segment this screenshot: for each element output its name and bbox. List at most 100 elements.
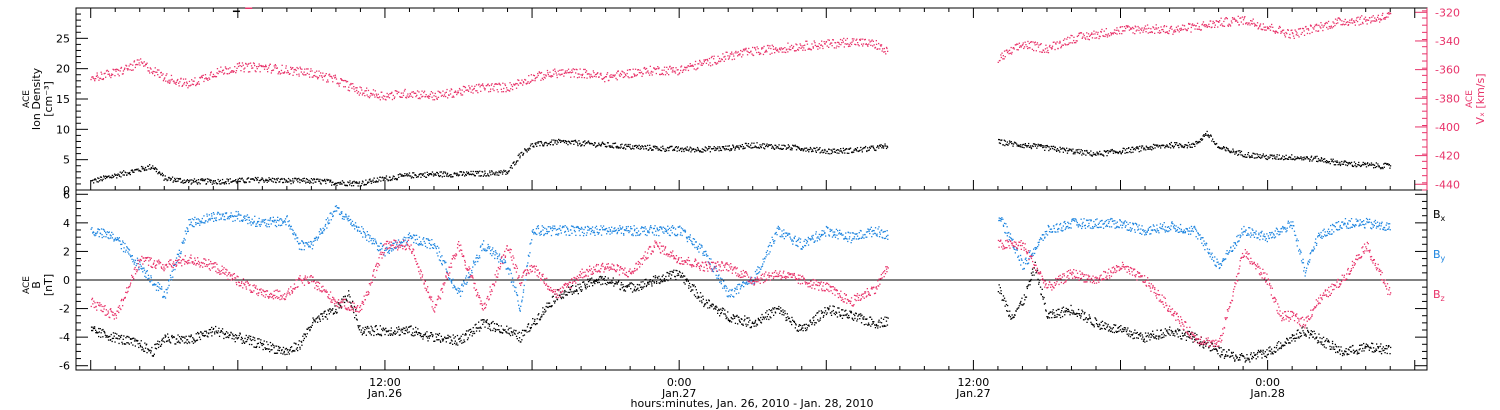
series-density-point — [365, 179, 367, 181]
series-b2-point — [1026, 287, 1028, 290]
series-vx_b-point — [1145, 31, 1147, 33]
series-vx_b-point — [1125, 27, 1127, 30]
series-b-point — [175, 343, 177, 345]
series-vx_b-point — [1156, 28, 1158, 30]
series-vx_b-point — [1183, 25, 1186, 27]
series-density-point — [531, 143, 534, 145]
series-vx-point — [462, 85, 465, 88]
series-vx-point — [391, 98, 394, 101]
series-density_b-point — [1124, 149, 1127, 151]
series-vx_b-point — [1360, 23, 1362, 25]
series-b-point — [846, 316, 848, 318]
series-b-point — [252, 336, 254, 338]
series-density_b-point — [1362, 161, 1364, 164]
series-b-point — [812, 317, 814, 319]
series-b-point — [404, 329, 406, 332]
series-density-point — [749, 146, 751, 148]
series-density-point — [436, 172, 438, 174]
series-b-point — [644, 279, 646, 281]
series-density-point — [671, 145, 673, 148]
series-vx-point — [742, 54, 744, 56]
series-vx-point — [149, 67, 151, 69]
series-b2-point — [1072, 313, 1074, 315]
series-b-point — [372, 330, 374, 332]
series-vx-point — [321, 76, 323, 79]
series-vx_b-point — [1334, 24, 1336, 27]
series-density-point — [418, 173, 421, 175]
series-vx-point — [340, 78, 342, 80]
series-vx_b-point — [1057, 47, 1059, 50]
series-b-point — [427, 335, 429, 337]
series-density-point — [547, 143, 549, 145]
series-vx-point — [342, 80, 344, 82]
series-density-point — [699, 150, 701, 152]
series-density_b-point — [1295, 157, 1298, 160]
series-vx-point — [388, 97, 391, 99]
series-vx-point — [168, 79, 170, 81]
series-density-point — [417, 176, 419, 178]
series-vx-point — [377, 93, 379, 95]
series-density_b-point — [1124, 152, 1126, 154]
series-density-point — [325, 182, 327, 185]
series-density-point — [352, 185, 355, 187]
series-vx-point — [261, 65, 263, 68]
series-density-point — [92, 179, 94, 181]
series-vx-point — [323, 75, 326, 78]
series-density-point — [241, 177, 243, 179]
series-b-point — [748, 317, 750, 319]
series-vx-point — [166, 73, 168, 75]
series-b-point — [508, 332, 510, 334]
series-density-point — [597, 144, 599, 147]
series-b-point — [575, 285, 577, 287]
series-vx-point — [251, 67, 253, 69]
series-b-point — [731, 317, 733, 320]
series-density-point — [685, 149, 687, 151]
series-density_b-point — [1343, 161, 1345, 163]
series-b-point — [377, 333, 379, 335]
series-vx_b-point — [1157, 31, 1159, 34]
series-b2-point — [1007, 304, 1009, 307]
series-vx-point — [628, 77, 630, 79]
series-vx-point — [358, 94, 360, 96]
series-vx-point — [691, 65, 693, 67]
series-density-point — [233, 180, 235, 182]
series-vx-point — [655, 72, 657, 75]
series-vx-point — [819, 47, 821, 49]
series-vx_b-point — [1312, 27, 1314, 29]
series-vx-point — [500, 88, 502, 90]
series-b-point — [534, 318, 536, 321]
series-b-point — [518, 331, 520, 333]
series-vx-point — [852, 40, 854, 42]
series-density_b-point — [1227, 149, 1229, 152]
series-density-point — [880, 144, 882, 146]
series-vx-point — [446, 88, 448, 91]
series-b2-point — [1031, 274, 1033, 276]
series-vx-point — [372, 89, 375, 91]
series-vx-point — [543, 74, 545, 76]
series-vx-point — [732, 53, 734, 55]
series-b-point — [868, 324, 870, 326]
series-vx-point — [537, 74, 539, 77]
series-b-point — [98, 327, 100, 330]
series-vx-point — [720, 58, 723, 60]
series-vx_b-point — [1194, 28, 1196, 30]
series-density-point — [543, 143, 545, 145]
series-density-point — [674, 149, 676, 151]
series-vx_b-point — [1028, 42, 1030, 45]
series-vx-point — [473, 87, 475, 90]
series-density_b-point — [1121, 151, 1123, 153]
series-vx-point — [547, 72, 549, 74]
series-vx_b-point — [1240, 21, 1242, 23]
series-vx-point — [478, 83, 480, 85]
series-vx_b-point — [1373, 20, 1375, 22]
series-density-point — [788, 147, 790, 149]
series-b-point — [211, 335, 213, 337]
series-density_b-point — [1379, 167, 1382, 169]
series-b-point — [421, 335, 423, 337]
series-density-point — [277, 177, 279, 179]
series-density_b-point — [1251, 156, 1253, 158]
series-vx-point — [666, 66, 668, 68]
series-density-point — [685, 148, 687, 150]
series-vx_b-point — [1369, 17, 1371, 19]
series-density_b-point — [1350, 161, 1353, 164]
